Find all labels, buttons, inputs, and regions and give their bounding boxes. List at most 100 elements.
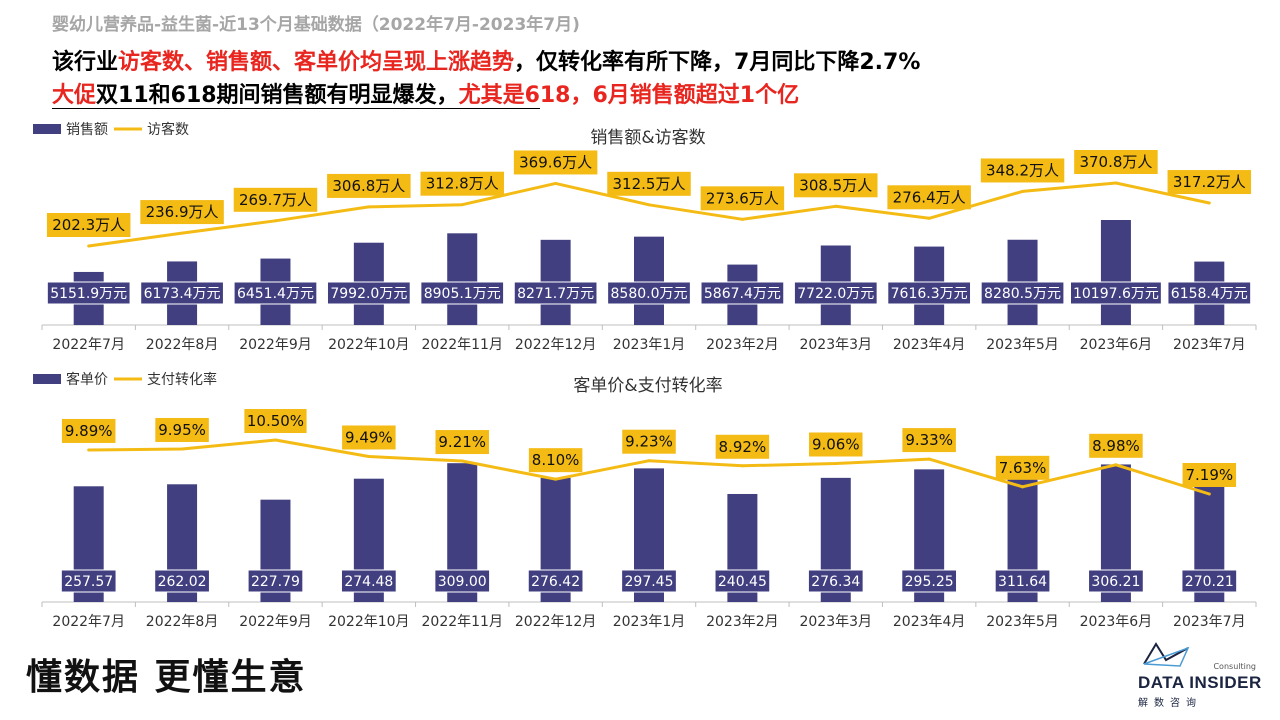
line-point — [740, 217, 744, 221]
line-label-bg — [1167, 170, 1252, 195]
bar-label: 309.00 — [438, 574, 487, 590]
bar-label: 6451.4万元 — [237, 286, 314, 302]
line-point — [367, 205, 371, 209]
bar-label-bg — [1070, 281, 1162, 305]
bar-label-bg — [513, 281, 598, 305]
line-label: 306.8万人 — [332, 177, 405, 195]
line-point — [1114, 181, 1118, 185]
bar-label: 8905.1万元 — [424, 286, 501, 302]
x-tick-label: 2022年7月 — [52, 614, 125, 630]
bar-label: 8280.5万元 — [984, 286, 1061, 302]
bar-label: 10197.6万元 — [1073, 286, 1159, 302]
bar-label-bg — [1088, 569, 1144, 593]
data-insider-logo: Consulting DATA INSIDER 解数咨询 — [1136, 638, 1266, 710]
line-point — [927, 216, 931, 220]
line-point — [367, 454, 371, 458]
bar-label: 5867.4万元 — [704, 286, 781, 302]
line-label: 348.2万人 — [986, 161, 1059, 179]
x-tick-label: 2023年1月 — [613, 614, 686, 630]
x-tick-label: 2022年12月 — [515, 614, 596, 630]
line-label-bg — [902, 428, 956, 453]
legend-line-swatch — [114, 127, 142, 131]
logo-consulting: Consulting — [1213, 662, 1256, 671]
line-point — [834, 461, 838, 465]
x-tick-label: 2023年7月 — [1173, 337, 1246, 353]
line-label-bg — [607, 171, 691, 196]
footer-slogan: 懂数据 更懂生意 — [26, 657, 307, 698]
bar-label-bg — [420, 281, 505, 305]
bar-label: 7616.3万元 — [891, 286, 968, 302]
bar-label-bg — [1167, 281, 1252, 305]
line-label-bg — [513, 150, 598, 175]
line-point — [273, 438, 277, 442]
headline-segment: 尤其是618，6月销售额超过1个亿 — [458, 83, 800, 108]
bar-label: 240.45 — [718, 574, 767, 590]
line-point — [460, 203, 464, 207]
bar-label-bg — [340, 569, 397, 593]
x-tick-label: 2022年9月 — [239, 337, 312, 353]
bar-label: 297.45 — [625, 574, 674, 590]
chart-title: 销售额&访客数 — [590, 128, 705, 148]
headline-segment: 双11和618期间销售额有明显爆发， — [96, 83, 459, 108]
bar-label-bg — [140, 281, 224, 305]
bar-label-bg — [46, 281, 131, 305]
logo-name: DATA INSIDER — [1138, 673, 1262, 692]
bar-label: 295.25 — [905, 574, 954, 590]
bar-label-bg — [793, 281, 878, 305]
line-label: 369.6万人 — [519, 153, 592, 171]
line-label-bg — [528, 448, 583, 473]
legend: 客单价 支付转化率 — [33, 371, 217, 388]
legend-bar-label: 销售额 — [66, 122, 108, 138]
legend-bar-label: 客单价 — [66, 371, 108, 388]
line-label-bg — [1182, 463, 1237, 487]
legend-line-label: 访客数 — [147, 121, 189, 138]
legend-bar-swatch — [33, 124, 61, 134]
line-label: 312.8万人 — [426, 175, 499, 193]
line-label: 8.92% — [719, 438, 767, 456]
line-label-bg — [980, 158, 1065, 183]
line-point — [554, 181, 558, 185]
legend: 销售额 访客数 — [33, 121, 189, 138]
line-point — [1021, 485, 1025, 489]
line-point — [1114, 463, 1118, 467]
bar-label-bg — [326, 281, 411, 305]
legend-bar-swatch — [33, 374, 61, 384]
line-point — [460, 459, 464, 463]
sales-visitors-chart: 销售额 访客数 销售额&访客数 2022年7月 2022年8月 2022年9月 2022年1… — [33, 121, 1257, 353]
x-tick-label: 2023年5月 — [986, 337, 1059, 353]
bar — [1100, 220, 1131, 325]
data-insider-logo-icon — [1143, 642, 1190, 667]
line-label-bg — [887, 185, 971, 210]
bar-label-bg — [233, 281, 318, 305]
line-point — [1207, 492, 1211, 496]
line-label: 273.6万人 — [706, 189, 779, 207]
x-tick-label: 2022年7月 — [52, 337, 125, 353]
line-label: 9.49% — [345, 428, 393, 446]
line-label: 269.7万人 — [239, 191, 312, 209]
bar-label: 7722.0万元 — [797, 286, 874, 302]
x-tick-label: 2023年5月 — [986, 614, 1059, 630]
headline-line-1: 该行业访客数、销售额、客单价均呈现上涨趋势，仅转化率有所下降，7月同比下降2.7… — [52, 44, 920, 76]
logo-chinese-name: 解数咨询 — [1138, 698, 1202, 709]
line-label-bg — [233, 187, 318, 212]
bar-label-bg — [901, 569, 958, 593]
headline-segment: 该行业 — [52, 50, 119, 75]
x-tick-label: 2023年3月 — [799, 614, 872, 630]
x-tick-label: 2023年2月 — [706, 337, 779, 353]
bar-label: 7992.0万元 — [330, 286, 407, 302]
x-tick-label: 2022年10月 — [328, 337, 409, 353]
line-point — [1021, 189, 1025, 193]
bar-label: 311.64 — [998, 574, 1047, 590]
line-label: 10.50% — [247, 412, 304, 430]
bar — [634, 236, 664, 325]
x-tick-label: 2022年12月 — [515, 337, 596, 353]
headline-line-2: 大促双11和618期间销售额有明显爆发，尤其是618，6月销售额超过1个亿 — [52, 77, 799, 109]
bar — [447, 233, 478, 325]
line-point — [647, 459, 651, 463]
bar-label-bg — [807, 569, 864, 593]
headline-segment: 大促 — [52, 83, 97, 108]
line-point — [87, 244, 91, 248]
line-point — [647, 203, 651, 207]
line-label: 317.2万人 — [1173, 173, 1246, 191]
line-point — [740, 464, 744, 468]
